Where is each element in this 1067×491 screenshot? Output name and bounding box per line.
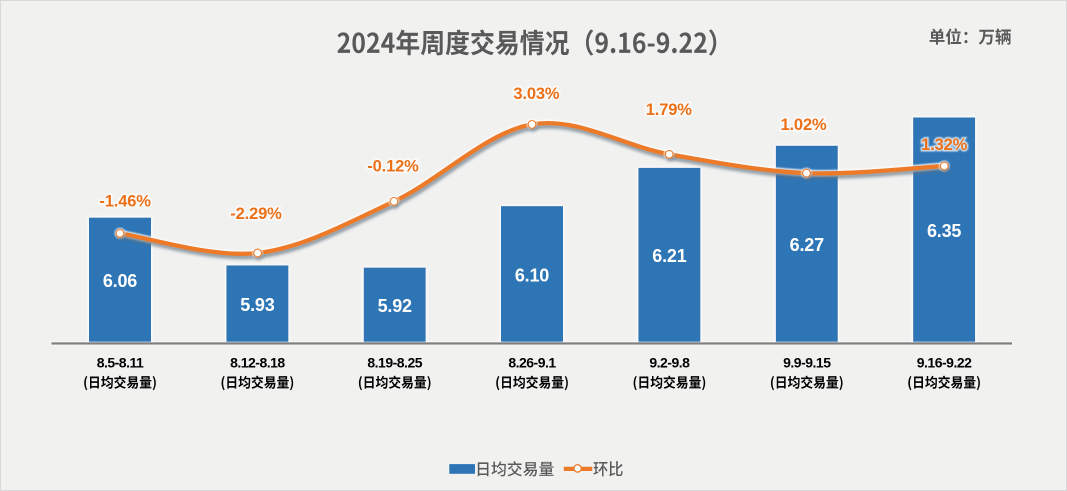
- svg-text:1.32%: 1.32%: [921, 136, 968, 154]
- svg-text:-2.29%: -2.29%: [230, 205, 282, 223]
- svg-text:6.21: 6.21: [652, 246, 686, 266]
- svg-text:8.19-8.25: 8.19-8.25: [367, 355, 422, 371]
- svg-text:-1.46%: -1.46%: [99, 193, 151, 211]
- svg-text:1.32%: 1.32%: [921, 136, 968, 154]
- svg-text:1.79%: 1.79%: [646, 101, 693, 119]
- svg-text:-0.12%: -0.12%: [367, 158, 419, 176]
- svg-text:1.79%: 1.79%: [646, 101, 693, 119]
- svg-text:6.27: 6.27: [790, 235, 824, 255]
- svg-text:6.10: 6.10: [515, 265, 549, 285]
- svg-text:-0.12%: -0.12%: [367, 158, 419, 176]
- svg-text:6.35: 6.35: [927, 221, 961, 241]
- svg-text:9.16-9.22: 9.16-9.22: [917, 355, 972, 371]
- svg-text:9.2-9.8: 9.2-9.8: [649, 355, 690, 371]
- svg-text:5.92: 5.92: [378, 296, 412, 316]
- svg-text:3.03%: 3.03%: [513, 85, 560, 103]
- svg-text:-2.29%: -2.29%: [230, 205, 282, 223]
- svg-text:5.93: 5.93: [240, 295, 274, 315]
- svg-text:8.5-8.11: 8.5-8.11: [97, 355, 144, 371]
- svg-text:-1.46%: -1.46%: [99, 193, 151, 211]
- svg-text:3.03%: 3.03%: [513, 85, 560, 103]
- svg-text:8.26-9.1: 8.26-9.1: [508, 355, 556, 371]
- svg-text:8.12-8.18: 8.12-8.18: [230, 355, 285, 371]
- svg-text:1.02%: 1.02%: [780, 116, 827, 134]
- svg-text:9.9-9.15: 9.9-9.15: [783, 355, 831, 371]
- svg-text:6.06: 6.06: [103, 271, 137, 291]
- svg-text:1.02%: 1.02%: [780, 116, 827, 134]
